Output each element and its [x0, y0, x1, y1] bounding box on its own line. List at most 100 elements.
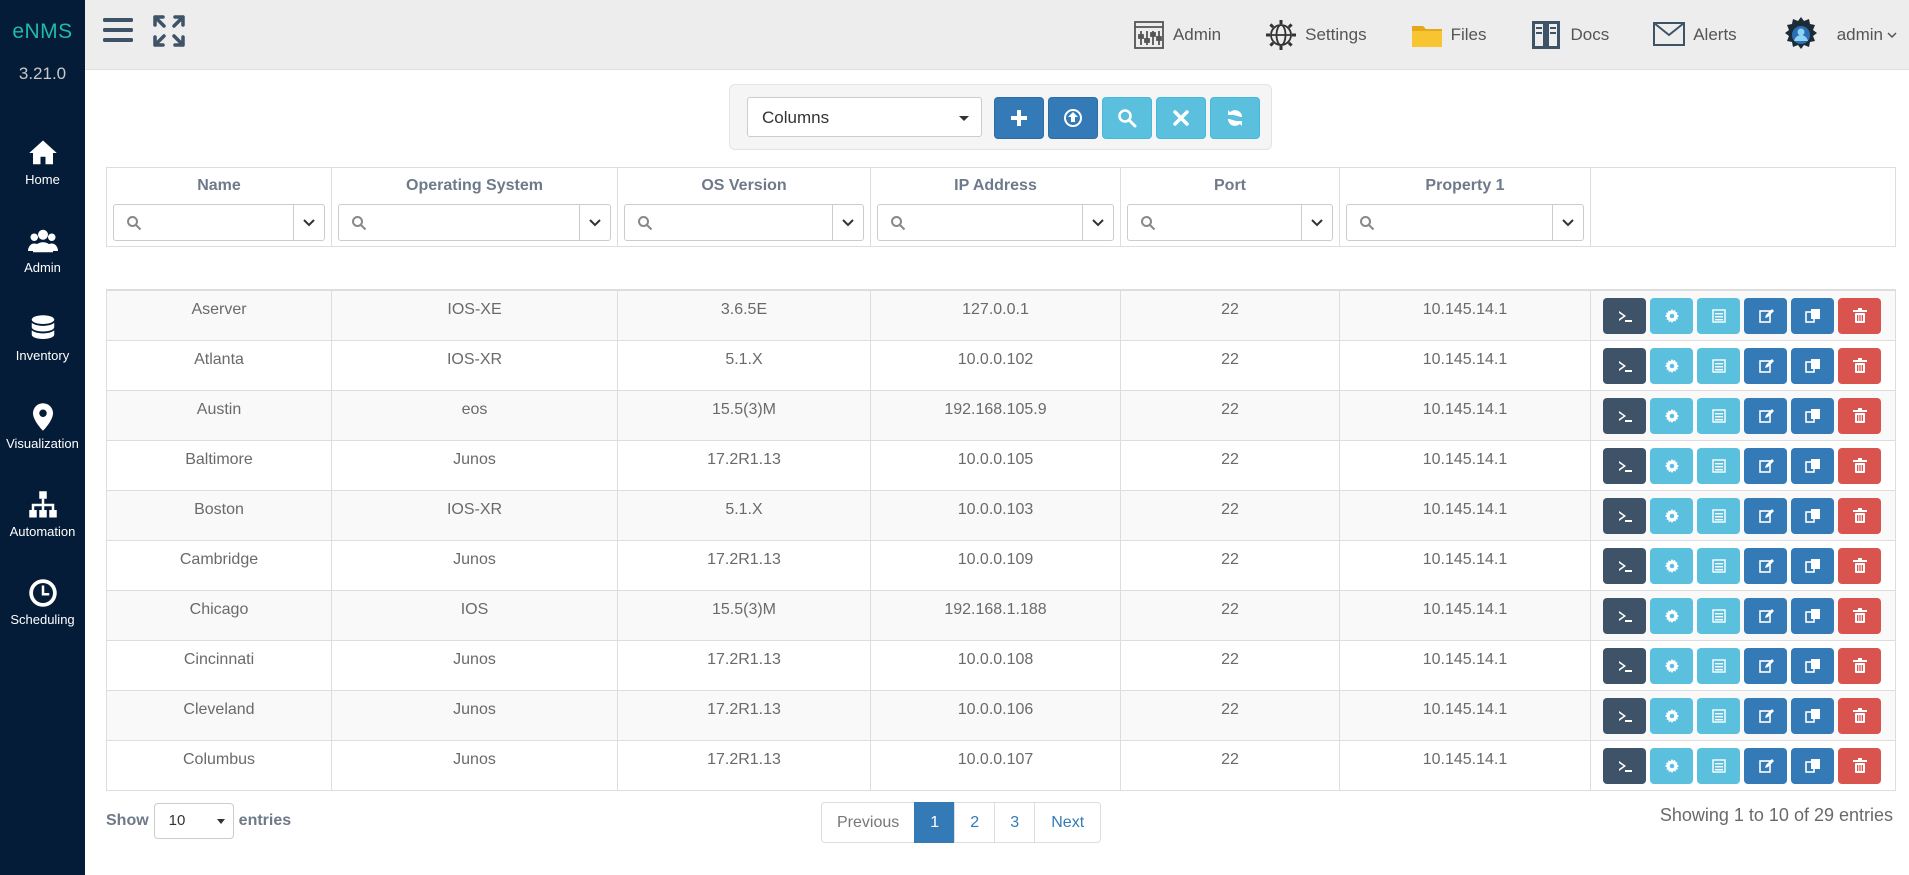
- configuration-button[interactable]: [1650, 697, 1693, 734]
- duplicate-button[interactable]: [1791, 747, 1834, 784]
- edit-button[interactable]: [1744, 347, 1787, 384]
- name-filter[interactable]: [113, 204, 325, 241]
- delete-button[interactable]: [1838, 397, 1881, 434]
- edit-button[interactable]: [1744, 447, 1787, 484]
- duplicate-button[interactable]: [1791, 497, 1834, 534]
- os-version-filter[interactable]: [624, 204, 864, 241]
- previous-page-button[interactable]: Previous: [821, 802, 916, 843]
- operating-system-filter[interactable]: [338, 204, 611, 241]
- delete-button[interactable]: [1838, 697, 1881, 734]
- edit-button[interactable]: [1744, 647, 1787, 684]
- top-settings-link[interactable]: Settings: [1265, 19, 1367, 51]
- duplicate-button[interactable]: [1791, 297, 1834, 334]
- connect-button[interactable]: [1603, 447, 1646, 484]
- results-button[interactable]: [1697, 297, 1740, 334]
- delete-button[interactable]: [1838, 297, 1881, 334]
- configuration-button[interactable]: [1650, 347, 1693, 384]
- page-1-button[interactable]: 1: [914, 802, 956, 843]
- connect-button[interactable]: [1603, 647, 1646, 684]
- results-button[interactable]: [1697, 547, 1740, 584]
- ip-address-filter[interactable]: [877, 204, 1114, 241]
- edit-button[interactable]: [1744, 547, 1787, 584]
- delete-button[interactable]: [1838, 547, 1881, 584]
- configuration-button[interactable]: [1650, 597, 1693, 634]
- results-button[interactable]: [1697, 747, 1740, 784]
- clear-filters-button[interactable]: [1156, 97, 1206, 139]
- configuration-button[interactable]: [1650, 297, 1693, 334]
- duplicate-button[interactable]: [1791, 697, 1834, 734]
- filter-mode-dropdown[interactable]: [1552, 205, 1583, 240]
- port-filter[interactable]: [1127, 204, 1333, 241]
- filter-mode-dropdown[interactable]: [832, 205, 863, 240]
- filter-mode-dropdown[interactable]: [579, 205, 610, 240]
- delete-button[interactable]: [1838, 447, 1881, 484]
- duplicate-button[interactable]: [1791, 397, 1834, 434]
- edit-button[interactable]: [1744, 597, 1787, 634]
- edit-button[interactable]: [1744, 297, 1787, 334]
- filter-mode-dropdown[interactable]: [1082, 205, 1113, 240]
- configuration-button[interactable]: [1650, 497, 1693, 534]
- edit-button[interactable]: [1744, 397, 1787, 434]
- connect-button[interactable]: [1603, 497, 1646, 534]
- sidebar-item-admin[interactable]: Admin: [0, 206, 85, 294]
- connect-button[interactable]: [1603, 397, 1646, 434]
- search-button[interactable]: [1102, 97, 1152, 139]
- duplicate-button[interactable]: [1791, 447, 1834, 484]
- edit-button[interactable]: [1744, 747, 1787, 784]
- filter-mode-dropdown[interactable]: [293, 205, 324, 240]
- connect-button[interactable]: [1603, 547, 1646, 584]
- edit-button[interactable]: [1744, 697, 1787, 734]
- cell-os-version: 3.6.5E: [618, 291, 871, 340]
- sidebar-item-inventory[interactable]: Inventory: [0, 294, 85, 382]
- delete-button[interactable]: [1838, 497, 1881, 534]
- duplicate-button[interactable]: [1791, 647, 1834, 684]
- duplicate-button[interactable]: [1791, 597, 1834, 634]
- connect-button[interactable]: [1603, 597, 1646, 634]
- page-2-button[interactable]: 2: [954, 802, 996, 843]
- configuration-button[interactable]: [1650, 647, 1693, 684]
- edit-button[interactable]: [1744, 497, 1787, 534]
- sidebar-item-home[interactable]: Home: [0, 118, 85, 206]
- delete-button[interactable]: [1838, 647, 1881, 684]
- sidebar-item-automation[interactable]: Automation: [0, 470, 85, 558]
- hamburger-menu-icon[interactable]: [103, 16, 133, 44]
- sidebar-item-scheduling[interactable]: Scheduling: [0, 558, 85, 646]
- configuration-button[interactable]: [1650, 447, 1693, 484]
- duplicate-button[interactable]: [1791, 347, 1834, 384]
- results-button[interactable]: [1697, 697, 1740, 734]
- fullscreen-expand-icon[interactable]: [152, 14, 186, 48]
- connect-button[interactable]: [1603, 347, 1646, 384]
- filter-mode-dropdown[interactable]: [1301, 205, 1332, 240]
- connect-button[interactable]: [1603, 697, 1646, 734]
- connect-button[interactable]: [1603, 747, 1646, 784]
- configuration-button[interactable]: [1650, 397, 1693, 434]
- results-button[interactable]: [1697, 397, 1740, 434]
- top-alerts-link[interactable]: Alerts: [1653, 19, 1737, 51]
- upload-button[interactable]: [1048, 97, 1098, 139]
- delete-button[interactable]: [1838, 747, 1881, 784]
- sidebar-item-visualization[interactable]: Visualization: [0, 382, 85, 470]
- configuration-button[interactable]: [1650, 747, 1693, 784]
- columns-select[interactable]: Columns: [747, 97, 982, 137]
- results-button[interactable]: [1697, 447, 1740, 484]
- results-button[interactable]: [1697, 597, 1740, 634]
- results-button[interactable]: [1697, 647, 1740, 684]
- refresh-button[interactable]: [1210, 97, 1260, 139]
- top-admin-link[interactable]: Admin: [1133, 19, 1221, 51]
- user-menu[interactable]: admin: [1781, 15, 1897, 55]
- page-length-select[interactable]: 10: [153, 803, 234, 839]
- page-3-button[interactable]: 3: [994, 802, 1036, 843]
- connect-button[interactable]: [1603, 297, 1646, 334]
- top-files-link[interactable]: Files: [1411, 19, 1486, 51]
- results-button[interactable]: [1697, 347, 1740, 384]
- next-page-button[interactable]: Next: [1034, 802, 1102, 843]
- duplicate-button[interactable]: [1791, 547, 1834, 584]
- configuration-button[interactable]: [1650, 547, 1693, 584]
- results-button[interactable]: [1697, 497, 1740, 534]
- top-docs-link[interactable]: Docs: [1530, 19, 1609, 51]
- property-1-filter[interactable]: [1346, 204, 1584, 241]
- delete-button[interactable]: [1838, 597, 1881, 634]
- add-button[interactable]: [994, 97, 1044, 139]
- column-port: Port: [1121, 168, 1340, 246]
- delete-button[interactable]: [1838, 347, 1881, 384]
